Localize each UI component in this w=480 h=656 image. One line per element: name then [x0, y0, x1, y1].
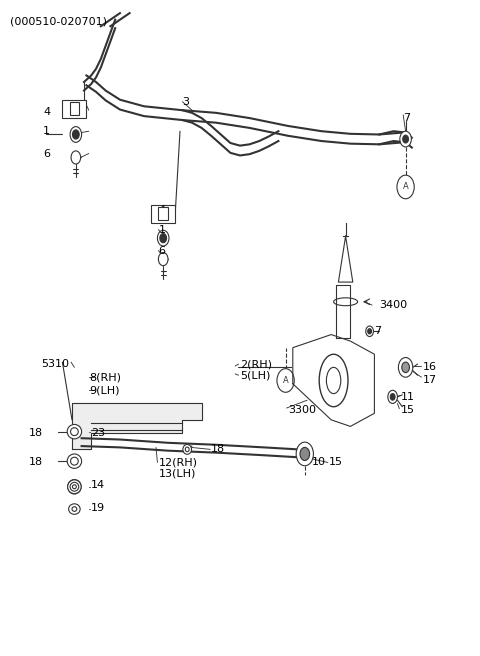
Text: 18: 18 [29, 428, 43, 438]
Ellipse shape [67, 454, 82, 468]
FancyBboxPatch shape [158, 207, 168, 220]
Text: 5(LH): 5(LH) [240, 370, 270, 380]
Text: 19: 19 [91, 503, 105, 514]
Text: 4: 4 [158, 205, 166, 215]
Text: 9(LH): 9(LH) [89, 385, 120, 396]
Text: 17: 17 [422, 375, 436, 386]
Text: 14: 14 [91, 480, 105, 491]
Ellipse shape [183, 445, 192, 454]
FancyBboxPatch shape [62, 100, 86, 118]
Text: 6: 6 [43, 149, 50, 159]
Ellipse shape [185, 447, 189, 451]
Text: 12(RH): 12(RH) [158, 457, 197, 468]
Text: 13(LH): 13(LH) [158, 468, 196, 479]
Text: 5310: 5310 [42, 359, 70, 369]
Text: 1: 1 [158, 224, 166, 235]
Circle shape [368, 329, 372, 334]
Text: 1: 1 [43, 126, 50, 136]
Text: 15: 15 [329, 457, 343, 468]
Circle shape [70, 127, 82, 142]
Ellipse shape [68, 480, 81, 493]
Text: 7: 7 [403, 113, 410, 123]
Circle shape [296, 442, 313, 466]
Text: 16: 16 [422, 362, 436, 373]
Circle shape [160, 234, 167, 243]
Circle shape [400, 131, 411, 147]
Ellipse shape [70, 482, 79, 491]
Polygon shape [338, 236, 353, 282]
Circle shape [300, 447, 310, 461]
Polygon shape [336, 285, 350, 338]
Circle shape [402, 362, 409, 373]
Circle shape [403, 135, 408, 143]
Circle shape [390, 394, 395, 400]
Text: 18: 18 [29, 457, 43, 468]
Text: 3: 3 [182, 96, 190, 107]
Text: 23: 23 [91, 428, 105, 438]
Ellipse shape [67, 424, 82, 439]
Text: 3300: 3300 [288, 405, 316, 415]
Text: (000510-020701): (000510-020701) [10, 16, 107, 26]
Text: 6: 6 [158, 245, 166, 256]
Ellipse shape [68, 480, 81, 494]
Circle shape [72, 130, 79, 139]
Ellipse shape [72, 485, 76, 489]
Circle shape [71, 151, 81, 164]
Circle shape [157, 230, 169, 246]
Circle shape [277, 369, 294, 392]
Text: A: A [283, 376, 288, 385]
Text: 7: 7 [374, 326, 382, 337]
Ellipse shape [326, 367, 341, 394]
Text: 3400: 3400 [379, 300, 408, 310]
Text: 18: 18 [211, 444, 225, 455]
Ellipse shape [334, 298, 358, 306]
FancyBboxPatch shape [151, 205, 175, 223]
Ellipse shape [69, 504, 80, 514]
FancyBboxPatch shape [70, 102, 79, 115]
Text: 2(RH): 2(RH) [240, 359, 272, 369]
Circle shape [388, 390, 397, 403]
Ellipse shape [71, 457, 78, 465]
Text: 15: 15 [401, 405, 415, 415]
Text: A: A [403, 182, 408, 192]
Circle shape [398, 358, 413, 377]
Ellipse shape [71, 428, 78, 436]
Polygon shape [293, 335, 374, 426]
Circle shape [366, 326, 373, 337]
Text: 8(RH): 8(RH) [89, 372, 121, 382]
Polygon shape [72, 403, 202, 449]
Ellipse shape [319, 354, 348, 407]
Circle shape [397, 175, 414, 199]
Ellipse shape [72, 506, 77, 512]
Circle shape [158, 253, 168, 266]
Text: 4: 4 [43, 106, 50, 117]
Text: 10: 10 [312, 457, 326, 468]
Text: 11: 11 [401, 392, 415, 402]
